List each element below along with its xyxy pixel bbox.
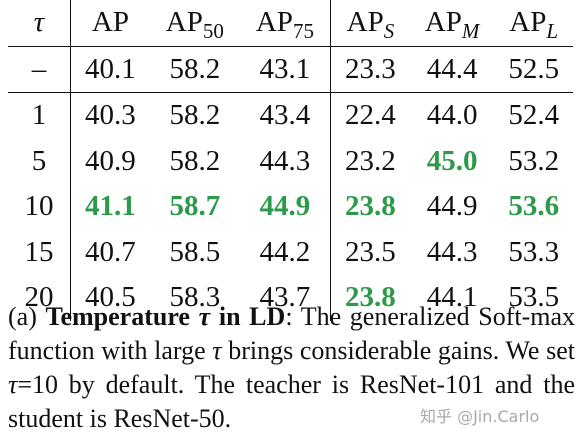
table-header-row: τ AP AP50 AP75 APS APM APL [8,0,573,46]
table-row: 10 41.1 58.7 44.9 23.8 44.9 53.6 [8,184,573,230]
cell-aps: 23.2 [345,144,396,177]
cell-apm: 44.3 [426,235,478,268]
cell-ap50-best: 58.7 [169,190,221,223]
caption-title: Temperature τ in LD [45,302,286,331]
cell-tau: – [8,46,71,93]
cell-apl: 52.5 [494,46,573,93]
cell-ap50: 58.2 [149,46,240,93]
caption-tau-2: τ [212,336,222,365]
cell-ap75: 43.1 [239,46,331,93]
ablation-table: τ AP AP50 AP75 APS APM APL – 40.1 58.2 4… [8,0,573,321]
cell-apm: 44.1 [426,281,478,314]
header-ap50: AP50 [165,6,224,44]
caption-tau-3: τ [8,370,18,399]
cell-tau: 5 [8,138,71,184]
table-row: 20 40.5 58.3 43.7 23.8 44.1 53.5 [8,275,573,321]
cell-ap50: 58.2 [169,144,221,177]
header-ap75: AP75 [239,0,331,46]
results-table-container: τ AP AP50 AP75 APS APM APL – 40.1 58.2 4… [8,0,573,321]
cell-apl: 53.5 [508,281,560,314]
caption-text-2: brings considerable gains. We set [228,336,575,365]
cell-ap: 40.9 [85,144,136,177]
cell-ap75: 44.2 [239,229,331,275]
cell-ap: 40.1 [70,46,150,93]
cell-tau: 10 [8,184,71,230]
cell-apl-best: 53.6 [508,190,560,223]
cell-ap50: 58.3 [169,281,221,314]
table-row: 1 40.3 58.2 43.4 22.4 44.0 52.4 [8,92,573,139]
cell-ap50: 58.5 [169,235,221,268]
cell-ap-best: 41.1 [85,190,136,223]
caption-text-1: : The generalized Soft-max function with… [8,302,576,365]
caption-text-3: =10 by default. The teacher is ResNet-10… [8,370,575,433]
cell-tau: 20 [8,275,71,321]
cell-ap: 40.5 [85,281,136,314]
cell-ap: 40.3 [85,99,136,132]
header-ap: AP [91,6,129,39]
header-apm: APM [424,6,480,44]
cell-apm: 44.0 [426,99,478,132]
cell-apl: 52.4 [508,99,560,132]
cell-aps-best: 23.8 [345,190,396,223]
watermark: 知乎 @Jin.Carlo [420,407,540,426]
table-row: – 40.1 58.2 43.1 23.3 44.4 52.5 [8,46,573,93]
cell-ap50: 58.2 [169,99,221,132]
cell-aps: 22.4 [345,99,396,132]
cell-ap75: 43.7 [239,275,331,321]
cell-tau: 1 [8,92,71,139]
cell-ap75: 44.3 [239,138,331,184]
cell-aps: 23.3 [330,46,410,93]
cell-apm: 44.9 [426,190,478,223]
cell-aps-best: 23.8 [345,281,396,314]
header-aps: APS [346,6,395,44]
header-tau: τ [8,0,71,46]
cell-ap: 40.7 [85,235,136,268]
cell-tau: 15 [8,229,71,275]
caption-label: (a) [8,302,37,331]
cell-apm: 44.4 [409,46,495,93]
cell-apm-best: 45.0 [426,144,478,177]
table-caption: (a) Temperature τ in LD: The generalized… [8,300,575,436]
cell-ap75-best: 44.9 [239,184,331,230]
cell-aps: 23.5 [345,235,396,268]
cell-apl: 53.3 [508,235,560,268]
table-row: 15 40.7 58.5 44.2 23.5 44.3 53.3 [8,229,573,275]
table-row: 5 40.9 58.2 44.3 23.2 45.0 53.2 [8,138,573,184]
cell-apl: 53.2 [508,144,560,177]
header-apl: APL [509,6,559,44]
cell-ap75: 43.4 [239,92,331,139]
